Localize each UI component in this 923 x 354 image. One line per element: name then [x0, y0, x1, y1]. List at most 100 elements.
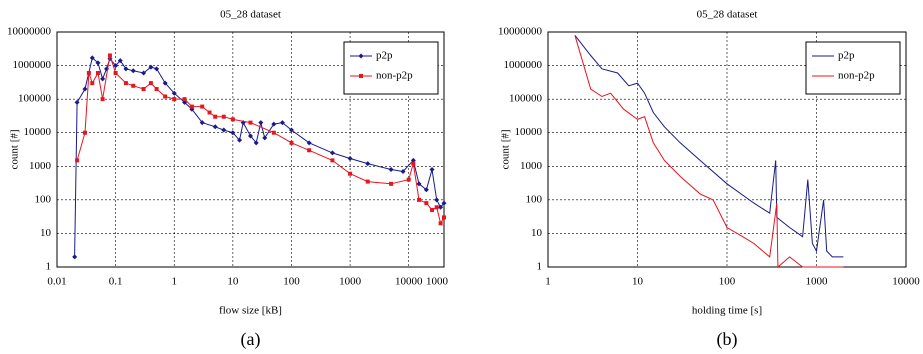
marker	[163, 94, 168, 99]
marker	[75, 158, 80, 163]
x-axis-label: flow size [kB]	[219, 305, 282, 317]
marker	[212, 124, 218, 130]
y-tick-label: 1	[46, 261, 52, 273]
marker	[262, 135, 268, 141]
legend: p2p non-p2p	[343, 41, 439, 95]
x-tick-label: 10	[632, 276, 644, 288]
marker	[253, 140, 259, 146]
marker	[154, 66, 160, 72]
y-tick-label: 1000	[29, 160, 52, 172]
plot: 1 10 100 1000 10000 100000 1000000 10000000 1 10 1…	[498, 9, 920, 351]
y-axis-label: count [#]	[9, 129, 21, 169]
marker	[171, 90, 177, 96]
marker	[86, 71, 91, 76]
marker	[365, 161, 371, 167]
y-tick-label: 1000000	[13, 59, 52, 71]
chart-title: 05_28 dataset	[697, 9, 758, 21]
legend: p2p non-p2p	[805, 41, 901, 95]
y-tick-label: 10000000	[498, 26, 543, 38]
marker	[271, 130, 276, 135]
marker	[424, 201, 429, 206]
marker	[141, 70, 147, 76]
x-tick-label: 0.1	[109, 276, 123, 288]
y-axis-label: count [#]	[500, 129, 512, 169]
marker	[416, 181, 422, 187]
marker	[154, 87, 159, 92]
marker	[389, 181, 394, 186]
chart-title: 05_28 dataset	[220, 9, 281, 21]
marker	[199, 120, 205, 126]
marker	[271, 121, 277, 127]
marker	[411, 161, 416, 166]
marker	[113, 63, 119, 69]
marker	[82, 86, 88, 92]
series-line	[76, 55, 445, 225]
legend-label: p2p	[838, 50, 855, 62]
y-tick-label: 10	[531, 227, 543, 239]
marker	[100, 97, 105, 102]
marker	[172, 97, 177, 102]
marker	[82, 130, 87, 135]
x-tick-label: 10	[227, 276, 239, 288]
marker	[221, 114, 226, 119]
x-tick-label: 1	[171, 276, 177, 288]
marker	[430, 207, 435, 212]
marker	[423, 187, 429, 193]
marker	[141, 87, 146, 92]
marker	[258, 120, 264, 126]
legend-box	[343, 41, 439, 95]
y-tick-label: 10000	[24, 126, 52, 138]
marker	[182, 99, 188, 105]
legend-label: non-p2p	[376, 70, 413, 82]
marker	[100, 76, 106, 82]
y-tick-label: 100000	[18, 93, 52, 105]
caption: (b)	[717, 329, 738, 350]
marker	[417, 197, 422, 202]
marker	[148, 64, 154, 70]
y-tick-label: 100	[35, 193, 52, 205]
series-line	[574, 34, 844, 258]
marker	[347, 156, 353, 162]
y-tick-label: 1000	[520, 160, 543, 172]
marker	[329, 150, 335, 156]
y-tick-label: 10000	[515, 126, 543, 138]
marker	[438, 204, 444, 210]
marker	[400, 168, 406, 174]
x-tick-label: 0.01	[47, 276, 66, 288]
marker	[123, 81, 128, 86]
x-tick-label: 100	[283, 276, 300, 288]
plot: 1101001000100001000001000000100000000.01…	[7, 9, 449, 351]
x-tick-label: 1000	[806, 276, 829, 288]
y-tick-label: 10	[40, 227, 52, 239]
marker	[406, 177, 411, 182]
marker	[438, 221, 443, 226]
y-tick-label: 1000000	[504, 59, 543, 71]
marker	[306, 140, 312, 146]
x-tick-label: 1000	[339, 276, 362, 288]
caption: (a)	[241, 329, 261, 350]
marker	[429, 167, 435, 173]
marker	[279, 120, 285, 126]
marker	[442, 215, 446, 220]
x-tick-label: 10000	[395, 276, 423, 288]
legend-marker	[358, 53, 364, 59]
marker	[95, 60, 101, 66]
marker	[410, 157, 416, 163]
x-tick-label: 1	[545, 276, 551, 288]
legend-label: p2p	[376, 50, 393, 62]
marker	[221, 127, 227, 133]
marker	[131, 83, 136, 88]
marker	[72, 254, 78, 260]
marker	[289, 140, 294, 145]
marker	[113, 71, 118, 76]
marker	[95, 71, 100, 76]
x-tick-label: 10000	[892, 276, 920, 288]
marker	[162, 80, 168, 86]
x-axis-label: holding time [s]	[692, 305, 762, 317]
legend-box	[805, 41, 901, 95]
marker	[330, 158, 335, 163]
marker	[365, 179, 370, 184]
marker	[213, 114, 218, 119]
marker	[74, 99, 80, 105]
